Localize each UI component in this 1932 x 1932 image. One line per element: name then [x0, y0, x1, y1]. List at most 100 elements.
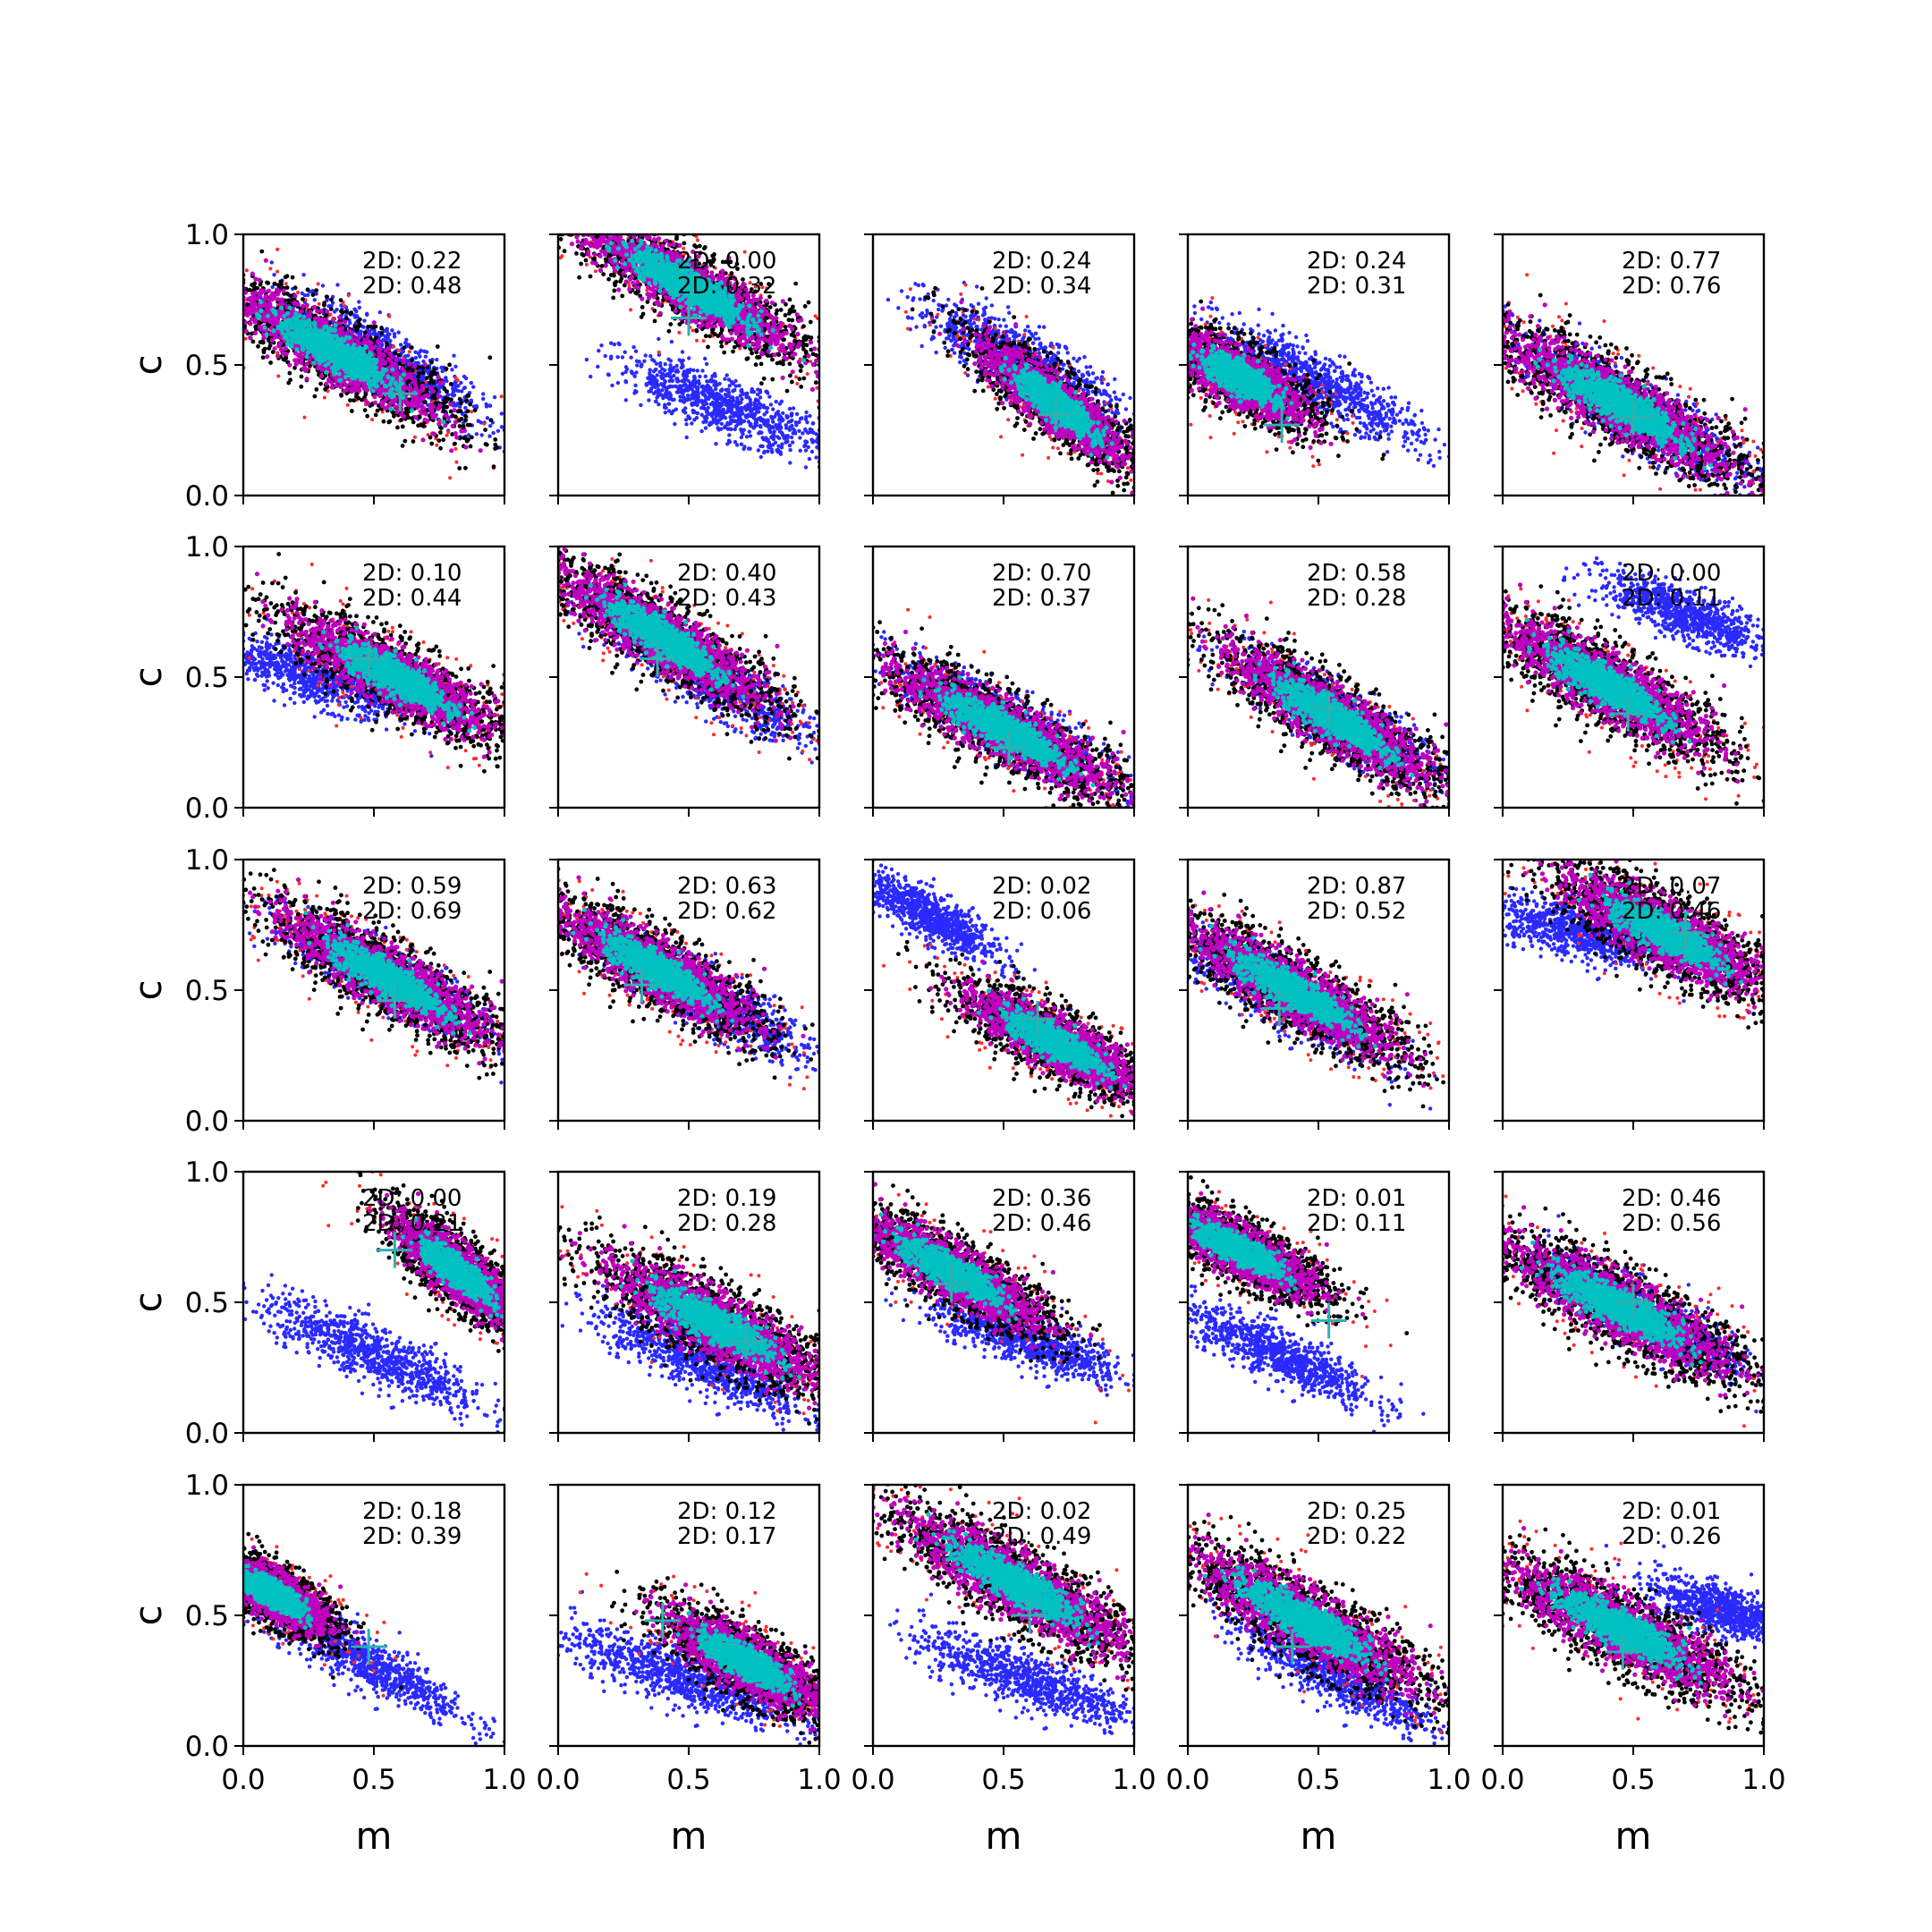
- x-tick-label: 0.0: [221, 1764, 265, 1796]
- annotation-text: 2D: 0.39: [362, 1523, 462, 1550]
- annotation-text: 2D: 0.58: [1307, 560, 1406, 587]
- annotation-text: 2D: 0.11: [1307, 1210, 1406, 1237]
- annotation-text: 2D: 0.49: [992, 1523, 1091, 1550]
- y-tick-label: 0.0: [185, 480, 229, 513]
- x-tick-label: 1.0: [482, 1764, 526, 1796]
- annotation-text: 2D: 0.76: [1622, 273, 1721, 300]
- x-tick-label: 0.0: [1165, 1764, 1209, 1796]
- annotation-text: 2D: 0.22: [362, 248, 462, 275]
- x-tick-label: 0.5: [666, 1764, 710, 1796]
- annotation-text: 2D: 0.21: [362, 1210, 462, 1237]
- plot-area: [1500, 1520, 1766, 1735]
- x-tick-label: 0.5: [1296, 1764, 1340, 1796]
- annotation-text: 2D: 0.56: [1622, 1210, 1721, 1237]
- annotation-text: 2D: 0.43: [677, 585, 776, 612]
- annotation-text: 2D: 0.01: [1622, 1498, 1721, 1525]
- annotation-text: 2D: 0.25: [1307, 1498, 1406, 1525]
- x-tick-label: 0.5: [981, 1764, 1025, 1796]
- annotation-text: 2D: 0.37: [992, 585, 1091, 612]
- x-tick-label: 0.0: [851, 1764, 894, 1796]
- y-tick-label: 0.0: [185, 1418, 229, 1450]
- annotation-text: 2D: 0.70: [992, 560, 1091, 587]
- annotation-text: 2D: 0.36: [992, 1185, 1091, 1212]
- y-tick-label: 1.0: [185, 844, 229, 877]
- plot-area: [1185, 296, 1451, 468]
- annotation-text: 2D: 0.18: [362, 1498, 462, 1525]
- annotation-text: 2D: 0.77: [1622, 248, 1721, 275]
- y-tick-label: 0.5: [185, 1600, 229, 1632]
- y-axis-label: c: [126, 979, 170, 1000]
- annotation-text: 2D: 0.19: [677, 1185, 776, 1212]
- annotation-text: 2D: 0.17: [677, 1523, 776, 1550]
- plot-area: [556, 1570, 822, 1747]
- y-tick-label: 0.5: [185, 975, 229, 1007]
- y-axis-label: c: [126, 1292, 170, 1312]
- x-tick-label: 0.5: [1611, 1764, 1655, 1796]
- annotation-text: 2D: 0.46: [992, 1210, 1091, 1237]
- x-axis-label: m: [986, 1814, 1022, 1858]
- y-tick-label: 1.0: [185, 1157, 229, 1189]
- annotation-text: 2D: 0.11: [1622, 585, 1721, 612]
- x-tick-label: 1.0: [1112, 1764, 1156, 1796]
- annotation-text: 2D: 0.00: [362, 1185, 462, 1212]
- annotation-text: 2D: 0.06: [992, 898, 1091, 925]
- y-tick-label: 0.0: [185, 1731, 229, 1763]
- annotation-text: 2D: 0.07: [1622, 873, 1721, 900]
- x-axis-label: m: [671, 1814, 708, 1858]
- x-tick-label: 1.0: [797, 1764, 841, 1796]
- annotation-text: 2D: 0.52: [1307, 898, 1406, 925]
- annotation-text: 2D: 0.28: [677, 1210, 776, 1237]
- annotation-text: 2D: 0.24: [992, 248, 1091, 275]
- annotation-text: 2D: 0.44: [362, 585, 462, 612]
- x-axis-label: m: [1301, 1814, 1337, 1858]
- plot-area: [1500, 273, 1766, 497]
- y-tick-label: 0.0: [185, 1106, 229, 1138]
- y-axis-label: c: [126, 666, 170, 687]
- x-tick-label: 0.0: [1480, 1764, 1524, 1796]
- annotation-text: 2D: 0.69: [362, 898, 462, 925]
- y-axis-label: c: [126, 354, 170, 375]
- annotation-text: 2D: 0.62: [677, 898, 776, 925]
- plot-area: [241, 1532, 506, 1746]
- annotation-text: 2D: 0.00: [677, 248, 776, 275]
- annotation-text: 2D: 0.63: [677, 873, 776, 900]
- annotation-text: 2D: 0.34: [992, 273, 1091, 300]
- annotation-text: 2D: 0.02: [992, 1498, 1091, 1525]
- y-tick-label: 0.5: [185, 1287, 229, 1319]
- x-tick-label: 0.5: [352, 1764, 395, 1796]
- annotation-text: 2D: 0.26: [1622, 1523, 1721, 1550]
- annotation-text: 2D: 0.00: [1622, 560, 1721, 587]
- annotation-text: 2D: 0.02: [992, 873, 1091, 900]
- x-tick-label: 1.0: [1741, 1764, 1785, 1796]
- x-axis-label: m: [1615, 1814, 1652, 1858]
- y-tick-label: 1.0: [185, 1470, 229, 1502]
- plot-area: [1186, 597, 1452, 810]
- annotation-text: 2D: 0.48: [362, 273, 462, 300]
- y-tick-label: 1.0: [185, 531, 229, 564]
- y-tick-label: 0.5: [185, 662, 229, 694]
- x-axis-label: m: [356, 1814, 393, 1858]
- annotation-text: 2D: 0.22: [1307, 1523, 1406, 1550]
- plot-area: [871, 608, 1137, 809]
